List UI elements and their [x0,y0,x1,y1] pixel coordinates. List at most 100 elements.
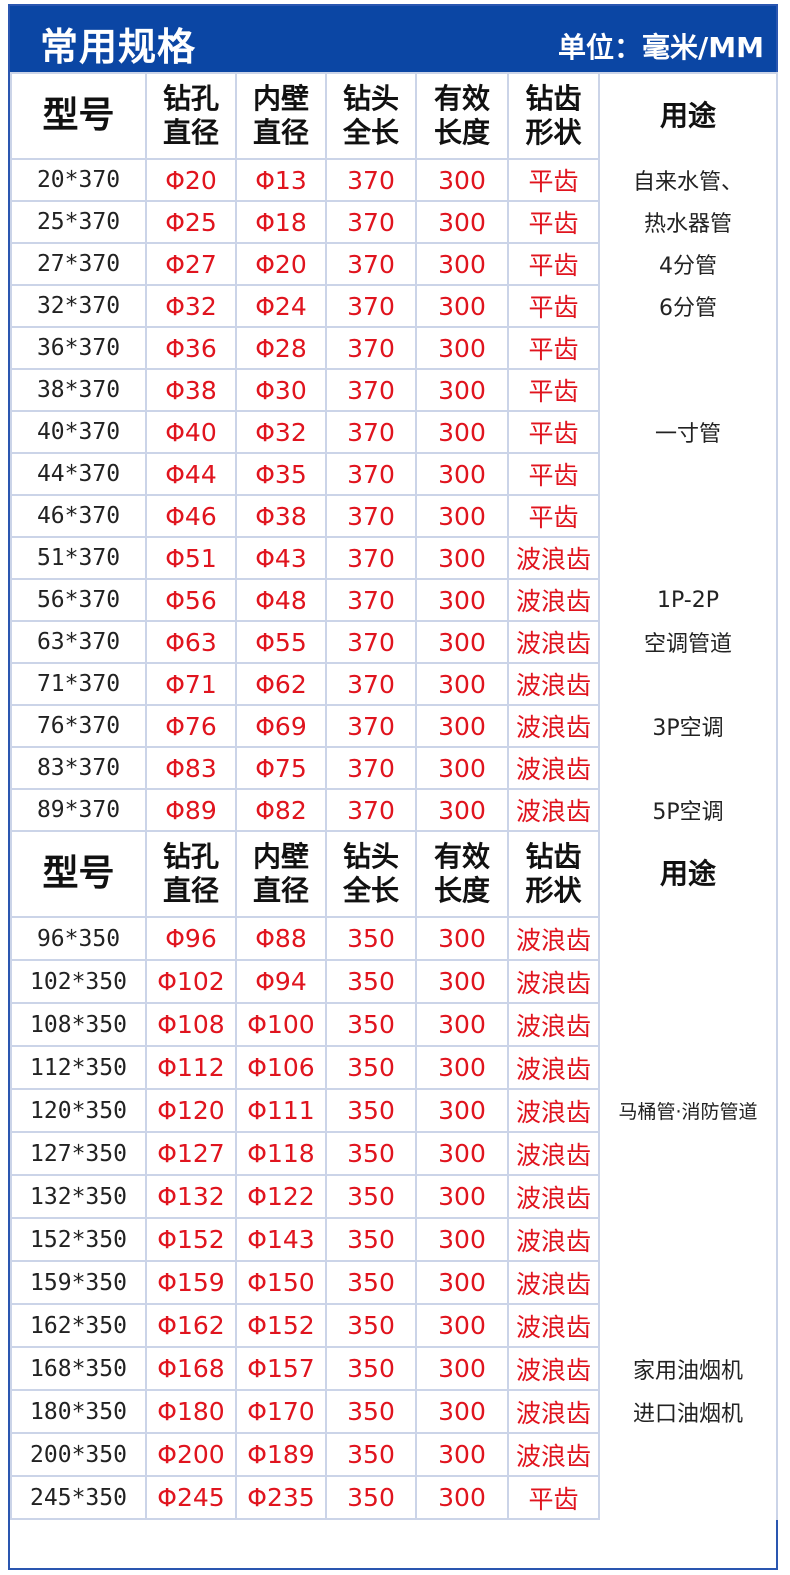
cell-effective-length: 300 [415,746,509,790]
cell-model: 44*370 [10,452,147,496]
cell-inner-diameter: Φ75 [235,746,327,790]
cell-usage: 4分管 [598,243,778,285]
table-row: 102*350 Φ102 Φ94 350 300 波浪齿 [10,959,778,1004]
cell-usage: 进口油烟机 [598,1390,778,1433]
cell-effective-length: 300 [415,1088,509,1133]
cell-model: 89*370 [10,788,147,832]
cell-total-length: 350 [325,1475,417,1520]
cell-effective-length: 300 [415,620,509,664]
table-row: 76*370 Φ76 Φ69 370 300 波浪齿 3P空调 [10,704,778,748]
cell-usage: 1P-2P [598,579,778,621]
cell-usage [598,537,778,579]
cell-drill-diameter: Φ76 [145,704,237,748]
cell-model: 46*370 [10,494,147,538]
cell-tooth-shape: 波浪齿 [507,1432,600,1477]
cell-tooth-shape: 波浪齿 [507,704,600,748]
cell-usage [598,495,778,537]
table-row: 180*350 Φ180 Φ170 350 300 波浪齿 进口油烟机 [10,1389,778,1434]
cell-tooth-shape: 波浪齿 [507,1389,600,1434]
cell-effective-length: 300 [415,536,509,580]
cell-model: 152*350 [10,1217,147,1262]
table-row: 46*370 Φ46 Φ38 370 300 平齿 [10,494,778,538]
cell-total-length: 370 [325,578,417,622]
cell-inner-diameter: Φ24 [235,284,327,328]
column-header-effective-length: 有效 长度 [415,72,509,160]
cell-total-length: 370 [325,620,417,664]
cell-drill-diameter: Φ44 [145,452,237,496]
column-header-tooth-shape: 钻齿 形状 [507,72,600,160]
cell-effective-length: 300 [415,959,509,1004]
cell-tooth-shape: 波浪齿 [507,620,600,664]
cell-inner-diameter: Φ150 [235,1260,327,1305]
cell-drill-diameter: Φ71 [145,662,237,706]
cell-usage [598,327,778,369]
cell-effective-length: 300 [415,452,509,496]
spec-sheet: 常用规格 单位：毫米/MM 型号 钻孔 直径 内壁 直径 钻头 全长 有效 长度 钻齿 形状 用途 20… [8,4,778,1570]
table-row: 51*370 Φ51 Φ43 370 300 波浪齿 [10,536,778,580]
cell-inner-diameter: Φ118 [235,1131,327,1176]
cell-usage: 热水器管 [598,201,778,243]
cell-usage [598,1132,778,1175]
cell-usage [598,1046,778,1089]
table-row: 112*350 Φ112 Φ106 350 300 波浪齿 [10,1045,778,1090]
cell-total-length: 370 [325,242,417,286]
sheet-title: 常用规格 [40,25,197,69]
cell-effective-length: 300 [415,1303,509,1348]
cell-effective-length: 300 [415,1217,509,1262]
cell-tooth-shape: 波浪齿 [507,1045,600,1090]
cell-total-length: 370 [325,662,417,706]
cell-model: 132*350 [10,1174,147,1219]
cell-inner-diameter: Φ189 [235,1432,327,1477]
cell-effective-length: 300 [415,326,509,370]
table-row: 159*350 Φ159 Φ150 350 300 波浪齿 [10,1260,778,1305]
cell-effective-length: 300 [415,200,509,244]
table-row: 36*370 Φ36 Φ28 370 300 平齿 [10,326,778,370]
cell-inner-diameter: Φ157 [235,1346,327,1391]
cell-model: 63*370 [10,620,147,664]
cell-model: 127*350 [10,1131,147,1176]
cell-inner-diameter: Φ35 [235,452,327,496]
cell-drill-diameter: Φ108 [145,1002,237,1047]
table-row: 38*370 Φ38 Φ30 370 300 平齿 [10,368,778,412]
cell-drill-diameter: Φ120 [145,1088,237,1133]
cell-total-length: 370 [325,410,417,454]
cell-model: 36*370 [10,326,147,370]
cell-effective-length: 300 [415,1045,509,1090]
cell-model: 120*350 [10,1088,147,1133]
cell-model: 159*350 [10,1260,147,1305]
cell-inner-diameter: Φ55 [235,620,327,664]
table-row: 89*370 Φ89 Φ82 370 300 波浪齿 5P空调 [10,788,778,832]
cell-drill-diameter: Φ38 [145,368,237,412]
column-header-model: 型号 [10,72,147,160]
title-bar: 常用规格 单位：毫米/MM [10,6,776,72]
column-header-drill-diameter: 钻孔 直径 [145,830,237,918]
cell-tooth-shape: 平齿 [507,326,600,370]
cell-tooth-shape: 波浪齿 [507,1346,600,1391]
cell-model: 162*350 [10,1303,147,1348]
cell-model: 180*350 [10,1389,147,1434]
table-row: 20*370 Φ20 Φ13 370 300 平齿 自来水管、 [10,158,778,202]
table-row: 108*350 Φ108 Φ100 350 300 波浪齿 [10,1002,778,1047]
cell-usage [598,747,778,789]
cell-drill-diameter: Φ159 [145,1260,237,1305]
cell-inner-diameter: Φ111 [235,1088,327,1133]
cell-model: 102*350 [10,959,147,1004]
cell-model: 25*370 [10,200,147,244]
cell-usage [598,369,778,411]
column-header-tooth-shape: 钻齿 形状 [507,830,600,918]
cell-total-length: 370 [325,452,417,496]
cell-model: 112*350 [10,1045,147,1090]
cell-model: 40*370 [10,410,147,454]
cell-total-length: 350 [325,1260,417,1305]
cell-total-length: 350 [325,959,417,1004]
cell-total-length: 370 [325,158,417,202]
cell-tooth-shape: 波浪齿 [507,1174,600,1219]
cell-effective-length: 300 [415,368,509,412]
cell-drill-diameter: Φ132 [145,1174,237,1219]
cell-effective-length: 300 [415,662,509,706]
cell-usage: 空调管道 [598,621,778,663]
cell-tooth-shape: 波浪齿 [507,578,600,622]
column-header-inner-diameter: 内壁 直径 [235,72,327,160]
table-row: 27*370 Φ27 Φ20 370 300 平齿 4分管 [10,242,778,286]
cell-total-length: 350 [325,1303,417,1348]
